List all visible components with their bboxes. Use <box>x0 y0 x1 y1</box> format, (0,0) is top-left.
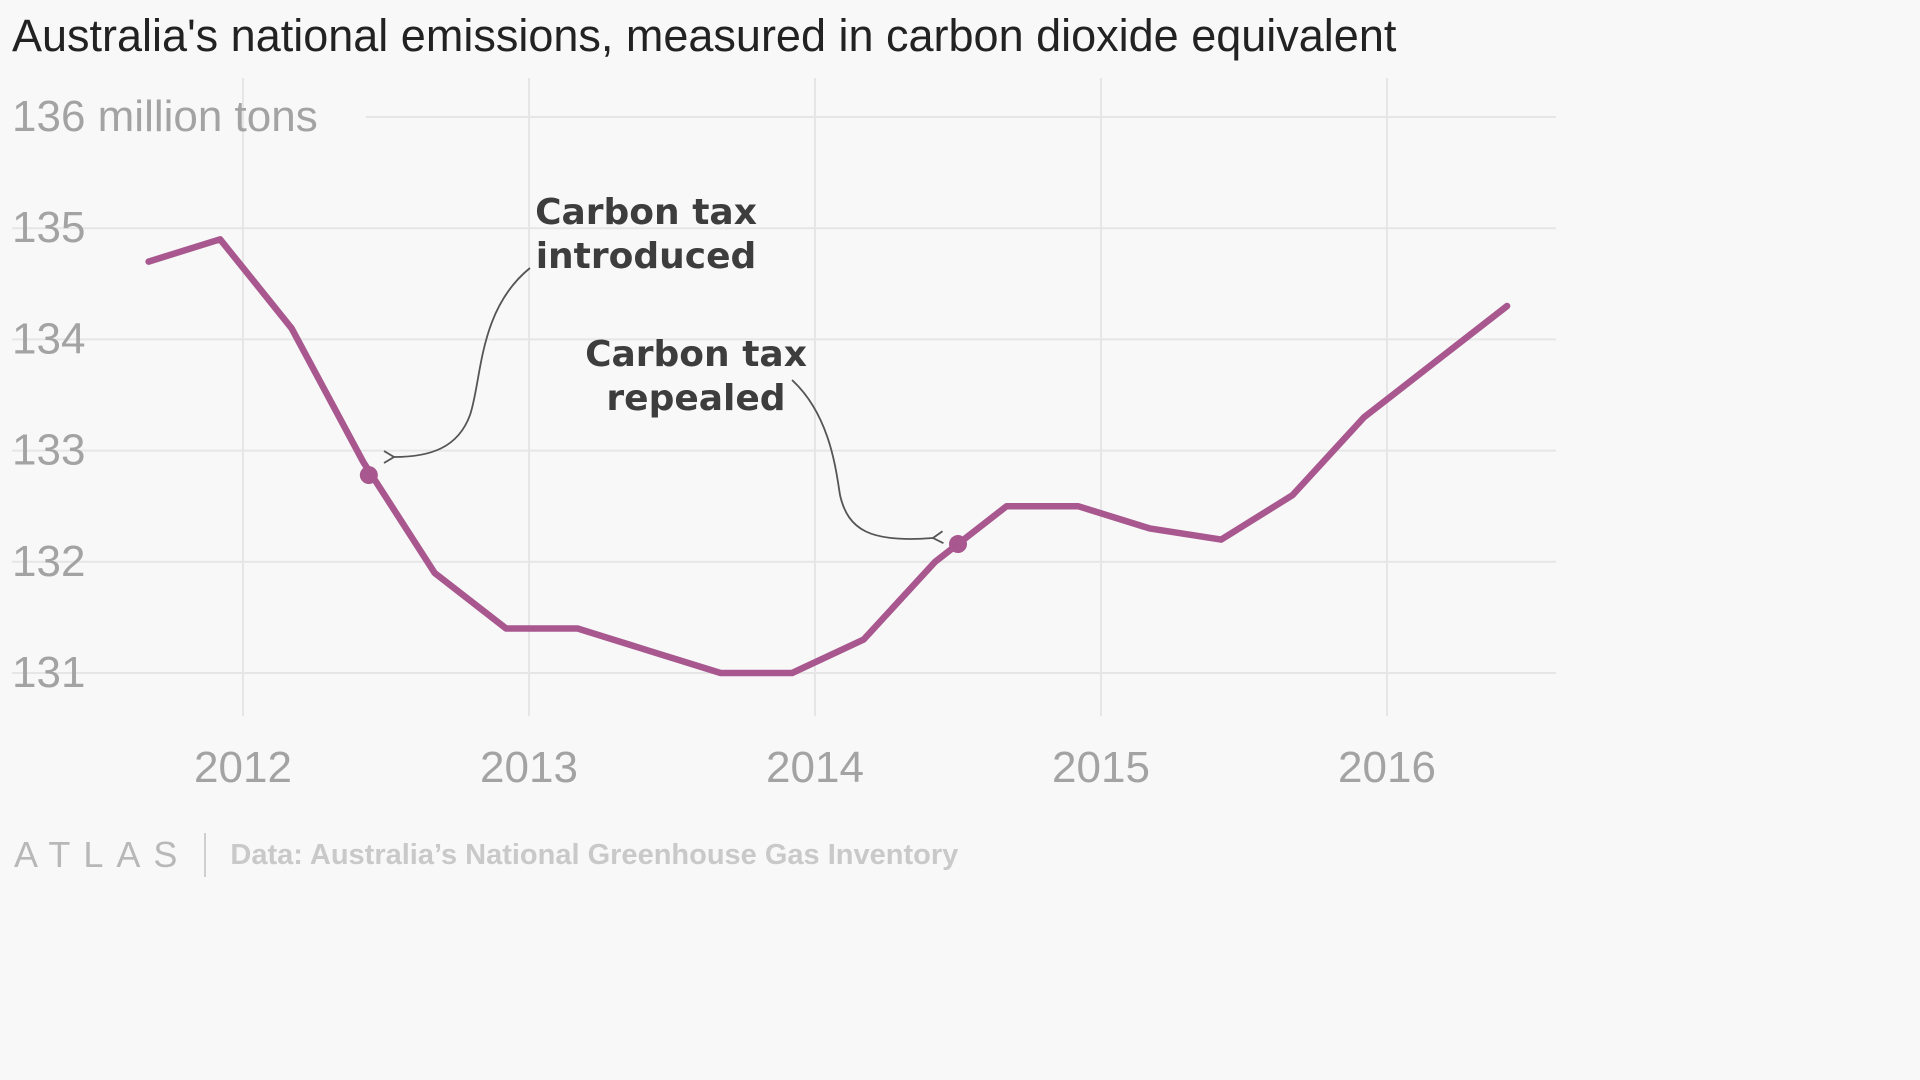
annotation-label: Carbon tax <box>535 192 757 233</box>
source-note: Data: Australia’s National Greenhouse Ga… <box>230 838 959 871</box>
line-chart: 136 million tons 135 134 133 132 131 2012 2013… <box>12 78 1556 792</box>
annotation-arrow <box>791 379 944 544</box>
x-tick-label: 2014 <box>766 743 864 792</box>
x-tick-label: 2013 <box>480 743 578 792</box>
y-tick-label: 133 <box>12 426 85 475</box>
atlas-logo: ATLAS <box>14 834 191 875</box>
y-tick-label: 134 <box>12 314 85 363</box>
series-layer <box>145 236 1511 677</box>
x-tick-label: 2015 <box>1052 743 1150 792</box>
y-tick-label: 135 <box>12 203 85 252</box>
annotation-label: repealed <box>606 378 785 419</box>
y-tick-label: 132 <box>12 537 85 586</box>
chart-title: Australia's national emissions, measured… <box>12 10 1397 61</box>
x-axis-labels: 2012 2013 2014 2015 2016 <box>194 743 1436 792</box>
event-marker <box>359 466 378 485</box>
annotation-label: introduced <box>536 236 757 277</box>
x-tick-label: 2016 <box>1338 743 1436 792</box>
series-line <box>145 236 1511 677</box>
y-tick-label: 131 <box>12 648 85 697</box>
x-tick-label: 2012 <box>194 743 292 792</box>
annotation-arrow <box>383 267 531 464</box>
event-marker <box>949 535 967 554</box>
footer: ATLAS Data: Australia’s National Greenho… <box>14 830 958 880</box>
footer-divider <box>204 833 207 877</box>
annotation-label: Carbon tax <box>585 334 807 375</box>
y-axis-labels: 136 million tons 135 134 133 132 131 <box>12 92 318 697</box>
y-tick-label: 136 million tons <box>12 92 318 141</box>
